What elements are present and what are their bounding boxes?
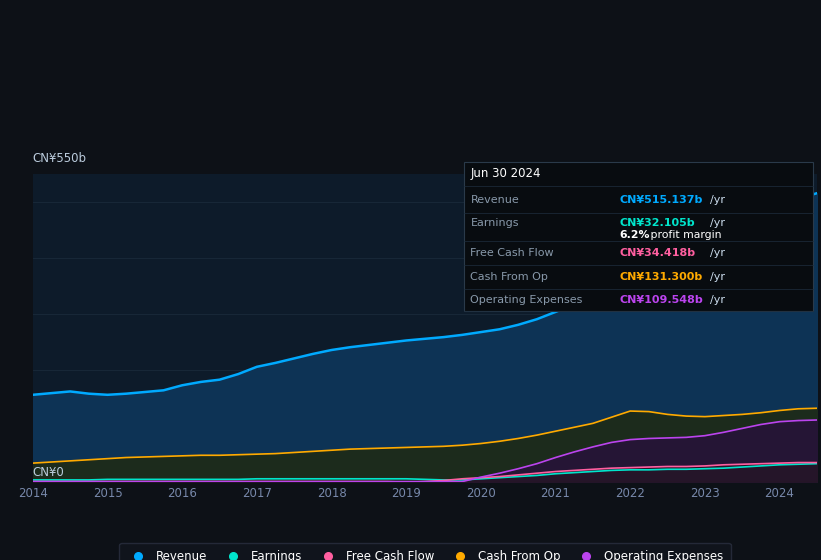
Text: Revenue: Revenue — [470, 194, 519, 204]
Text: Free Cash Flow: Free Cash Flow — [470, 248, 554, 258]
Text: CN¥32.105b: CN¥32.105b — [620, 218, 695, 228]
Text: CN¥550b: CN¥550b — [33, 152, 87, 165]
Text: CN¥34.418b: CN¥34.418b — [620, 248, 696, 258]
Text: profit margin: profit margin — [647, 230, 722, 240]
Text: /yr: /yr — [710, 248, 725, 258]
Text: CN¥131.300b: CN¥131.300b — [620, 272, 703, 282]
Text: /yr: /yr — [710, 295, 725, 305]
Text: /yr: /yr — [710, 218, 725, 228]
Text: Cash From Op: Cash From Op — [470, 272, 548, 282]
Text: CN¥0: CN¥0 — [33, 466, 65, 479]
Text: 6.2%: 6.2% — [620, 230, 650, 240]
Text: /yr: /yr — [710, 272, 725, 282]
Text: /yr: /yr — [710, 194, 725, 204]
Text: CN¥515.137b: CN¥515.137b — [620, 194, 704, 204]
Text: Jun 30 2024: Jun 30 2024 — [470, 167, 541, 180]
Text: CN¥109.548b: CN¥109.548b — [620, 295, 704, 305]
Text: Earnings: Earnings — [470, 218, 519, 228]
Text: Operating Expenses: Operating Expenses — [470, 295, 583, 305]
Legend: Revenue, Earnings, Free Cash Flow, Cash From Op, Operating Expenses: Revenue, Earnings, Free Cash Flow, Cash … — [119, 543, 731, 560]
